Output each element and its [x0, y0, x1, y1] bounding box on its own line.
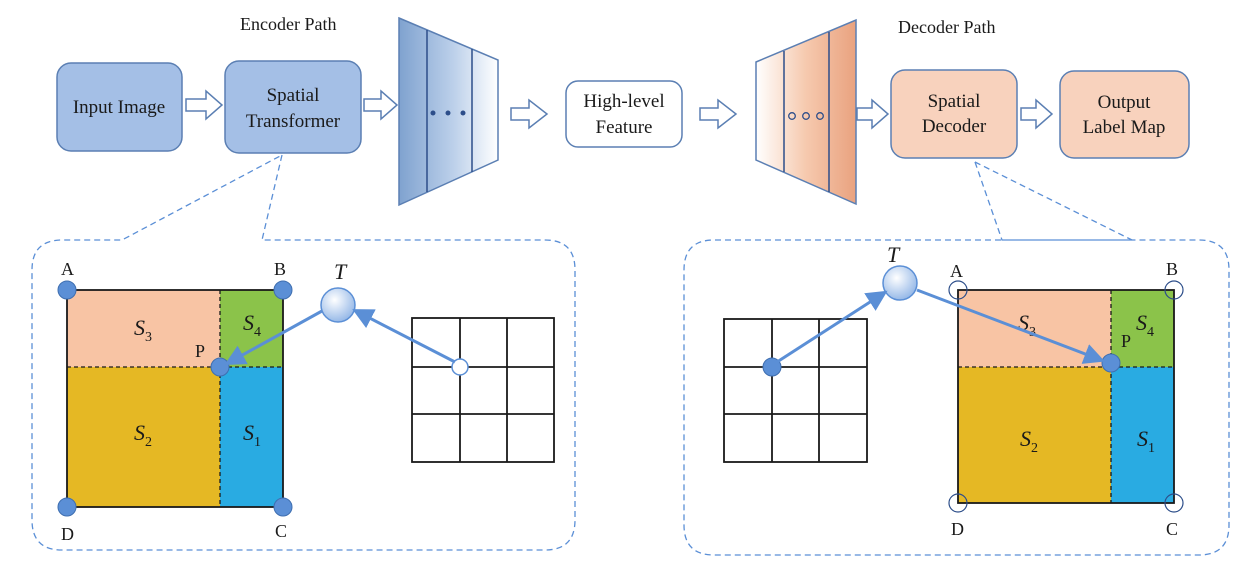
grid-to-t-arrow	[352, 309, 456, 364]
decoder-region-s4	[1111, 290, 1174, 367]
encoder-detail-panel: S3 S4 S2 S1 A B D C P T	[31, 154, 576, 551]
corner-dot-d	[57, 497, 77, 517]
flow-arrow-2	[363, 89, 399, 121]
right-corner-a: A	[950, 261, 963, 281]
left-point-p: P	[195, 341, 205, 361]
encoder-network-block	[398, 16, 499, 207]
decoder-grid-point	[762, 357, 782, 377]
decoder-corner-dot-b	[1164, 280, 1184, 300]
feature-label-2: Feature	[596, 117, 653, 138]
t-to-p-arrow-decoder	[916, 288, 1105, 364]
corner-dot-b	[273, 280, 293, 300]
right-region-s4-label: S4	[1136, 310, 1154, 340]
left-corner-d: D	[61, 524, 74, 544]
left-corner-a: A	[61, 259, 74, 279]
decoder-network-block	[755, 18, 857, 206]
decoder-detail-panel: S3 S4 S2 S1 A B D C P T	[683, 161, 1230, 556]
left-region-s1-label: S1	[243, 420, 261, 450]
spatial-transformer-label-1: Spatial	[267, 85, 320, 106]
point-p-dot	[210, 357, 230, 377]
spatial-decoder-label-2: Decoder	[922, 116, 987, 137]
decoder-path-title: Decoder Path	[898, 17, 995, 37]
output-label-2: Label Map	[1083, 117, 1166, 138]
left-corner-b: B	[274, 259, 286, 279]
decoder-corner-dot-a	[948, 280, 968, 300]
decoder-sampling-grid	[723, 318, 868, 463]
transform-t-ball	[320, 287, 356, 323]
feature-label-1: High-level	[583, 91, 664, 112]
decoder-region-s2	[958, 367, 1111, 503]
sampling-grid	[411, 317, 555, 463]
left-region-s2-label: S2	[134, 420, 152, 450]
input-image-box: Input Image	[56, 62, 183, 152]
right-transform-t: T	[887, 242, 901, 267]
t-to-p-arrow	[224, 309, 323, 366]
flow-arrow-1	[185, 89, 224, 121]
output-label-map-box: Output Label Map	[1059, 70, 1190, 159]
region-s3	[67, 290, 220, 367]
input-image-label: Input Image	[73, 97, 165, 118]
spatial-transformer-box: Spatial Transformer	[224, 60, 362, 154]
right-point-p: P	[1121, 331, 1131, 351]
spatial-decoder-box: Spatial Decoder	[890, 69, 1018, 159]
spatial-decoder-label-1: Spatial	[928, 91, 981, 112]
right-corner-d: D	[951, 519, 964, 539]
flow-arrow-5	[856, 98, 890, 130]
left-transform-t: T	[334, 259, 348, 284]
left-region-s3-label: S3	[134, 315, 152, 345]
flow-arrow-4	[699, 98, 738, 130]
left-region-s4-label: S4	[243, 310, 261, 340]
decoder-region-s1	[1111, 367, 1174, 503]
left-corner-c: C	[275, 521, 287, 541]
output-label-1: Output	[1098, 92, 1152, 113]
corner-dot-a	[57, 280, 77, 300]
decoder-transform-t-ball	[882, 265, 918, 301]
right-region-s2-label: S2	[1020, 426, 1038, 456]
corner-dot-c	[273, 497, 293, 517]
decoder-corner-dot-d	[948, 493, 968, 513]
region-s1	[220, 367, 283, 507]
spatial-transformer-label-2: Transformer	[246, 111, 341, 132]
grid-to-t-arrow-decoder	[776, 290, 888, 364]
flow-arrow-6	[1020, 98, 1054, 130]
right-corner-b: B	[1166, 259, 1178, 279]
right-corner-c: C	[1166, 519, 1178, 539]
high-level-feature-box: High-level Feature	[565, 80, 683, 148]
right-region-s1-label: S1	[1137, 426, 1155, 456]
encoder-path-title: Encoder Path	[240, 14, 336, 34]
grid-point	[451, 358, 469, 376]
flow-arrow-3	[510, 98, 549, 130]
decoder-corner-dot-c	[1164, 493, 1184, 513]
decoder-point-p-dot	[1101, 353, 1121, 373]
region-s2	[67, 367, 220, 507]
